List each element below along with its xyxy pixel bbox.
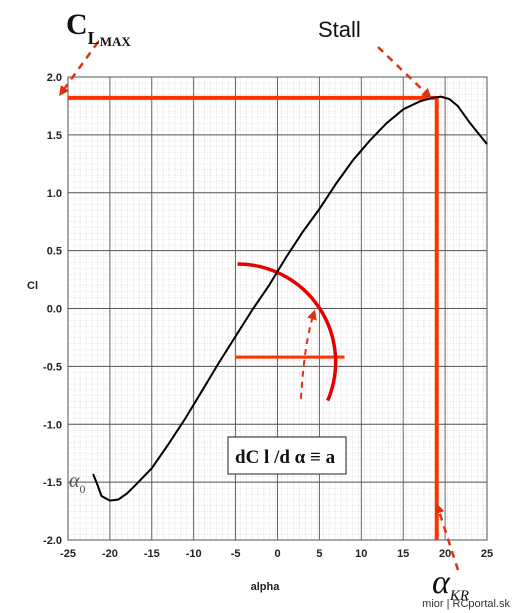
x-tick-label: -10 <box>186 548 202 560</box>
alpha-zero-label: α0 <box>69 470 86 496</box>
x-tick-label: -5 <box>231 548 241 560</box>
x-tick-label: -25 <box>60 548 76 560</box>
y-tick-labels: 2.0 1.5 1.0 0.5 0.0 -0.5 -1.0 -1.5 -2.0 <box>43 72 62 547</box>
slope-formula-box <box>227 436 347 475</box>
alpha-kr-label: αKR <box>432 564 469 604</box>
y-tick-label: -0.5 <box>43 361 62 373</box>
y-tick-label: -2.0 <box>43 535 62 547</box>
x-tick-label: 10 <box>355 548 367 560</box>
x-tick-label: 15 <box>397 548 409 560</box>
x-tick-labels: -25 -20 -15 -10 -5 0 5 10 15 20 25 <box>60 548 493 560</box>
clmax-label: CLMAX <box>66 8 131 49</box>
y-tick-label: 0.5 <box>47 246 62 258</box>
x-tick-label: -20 <box>102 548 118 560</box>
y-tick-label: 0.0 <box>47 304 62 316</box>
x-tick-label: -15 <box>144 548 160 560</box>
x-tick-label: 25 <box>481 548 493 560</box>
x-tick-label: 0 <box>274 548 280 560</box>
x-tick-label: 20 <box>439 548 451 560</box>
y-tick-label: 2.0 <box>47 72 62 84</box>
y-tick-label: -1.5 <box>43 477 62 489</box>
slope-angle-arc <box>237 262 338 402</box>
slope-angle-arrow <box>299 309 317 399</box>
y-tick-label: -1.0 <box>43 419 62 431</box>
stall-pointer-arrow <box>377 46 432 99</box>
x-tick-label: 5 <box>316 548 322 560</box>
x-axis-label: alpha <box>251 581 281 593</box>
stall-label: Stall <box>318 17 361 42</box>
slope-formula: dC l /d α ≡ a <box>235 447 336 468</box>
clmax-pointer-arrow <box>59 41 100 97</box>
y-tick-label: 1.5 <box>47 130 62 142</box>
alpha-kr-pointer-arrow <box>434 503 460 571</box>
y-tick-label: 1.0 <box>47 188 62 200</box>
credit-text: mior | RCportal.sk <box>422 598 510 610</box>
y-axis-label: Cl <box>27 280 38 292</box>
series-line-cl <box>92 95 488 502</box>
